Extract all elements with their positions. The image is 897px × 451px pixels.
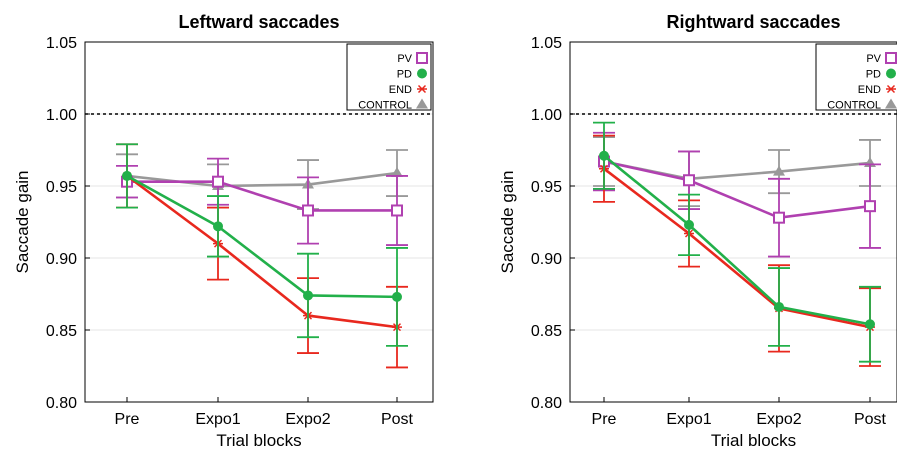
legend-label: END [389,84,412,96]
y-tick-label: 1.00 [46,107,77,124]
legend-label: PV [866,53,881,65]
legend-label: PD [866,69,881,81]
y-axis-label: Saccade gain [13,170,32,273]
legend-label: CONTROL [827,100,881,112]
x-tick-label: Pre [115,411,140,428]
series-line [127,180,397,212]
chart-title: Rightward saccades [666,12,840,32]
data-point-square [212,175,224,188]
data-point-circle [774,301,784,312]
legend-marker-asterisk [417,84,427,94]
data-point-triangle [773,165,785,176]
series-control [593,136,881,208]
y-tick-label: 0.80 [531,395,562,412]
legend: PV PD END CONTROL [815,43,897,112]
data-point-circle [599,150,609,161]
data-point-circle [392,291,402,302]
y-tick-label: 0.85 [531,323,562,340]
data-point-square [391,204,403,217]
x-axis-label: Trial blocks [216,431,301,450]
series-line [603,167,871,329]
series-end [593,134,881,367]
x-tick-label: Expo1 [666,411,711,428]
axes-frame [569,41,897,403]
chart-panel-rightward: 0.80 0.85 0.90 0.95 1.00 1.05 Pre Expo1 Expo2 Pos… [498,12,897,450]
legend-marker-triangle [416,98,428,109]
axes-frame [84,41,434,403]
data-point-square [864,200,876,213]
y-tick-label: 0.95 [531,179,562,196]
y-tick-label: 0.90 [531,251,562,268]
x-tick-label: Expo1 [195,411,240,428]
legend-marker-triangle [885,98,897,109]
legend-marker-square [416,52,428,64]
data-point-circle [122,170,132,181]
legend-marker-circle [886,68,896,79]
series-line [126,171,398,188]
data-point-circle [213,221,223,232]
data-point-circle [303,290,313,301]
chart-panel-leftward: 0.80 0.85 0.90 0.95 1.00 1.05 Pre Expo1 Expo2 Pos… [13,12,434,450]
series-pd [116,143,408,347]
series-line [126,174,398,329]
y-axis-label: Saccade gain [498,170,517,273]
x-tick-label: Post [381,411,414,428]
y-tick-label: 1.00 [531,107,562,124]
legend-box [815,43,897,111]
legend: PV PD END CONTROL [346,43,432,112]
x-axis-label: Trial blocks [711,431,796,450]
data-point-square [773,211,785,224]
y-tick-label: 0.95 [46,179,77,196]
x-tick-label: Expo2 [756,411,801,428]
y-tick-label: 0.80 [46,395,77,412]
series-line [603,154,871,326]
data-point-triangle [391,167,403,178]
data-point-circle [865,319,875,330]
series-line [126,174,398,299]
x-tick-label: Expo2 [285,411,330,428]
legend-label: END [858,84,881,96]
chart-title: Leftward saccades [178,12,339,32]
data-point-square [683,174,695,187]
y-tick-label: 0.85 [46,323,77,340]
series-pd [593,121,881,363]
x-tick-label: Post [854,411,887,428]
legend-label: PD [397,69,412,81]
y-tick-label: 1.05 [46,35,77,52]
y-tick-label: 1.05 [531,35,562,52]
legend-marker-square [885,52,897,64]
data-point-square [302,204,314,217]
y-tick-label: 0.90 [46,251,77,268]
data-point-circle [684,219,694,230]
x-tick-label: Pre [592,411,617,428]
legend-marker-asterisk [886,84,896,94]
legend-label: PV [397,53,412,65]
legend-marker-circle [417,68,427,79]
legend-label: CONTROL [358,100,412,112]
series-line [603,160,871,220]
